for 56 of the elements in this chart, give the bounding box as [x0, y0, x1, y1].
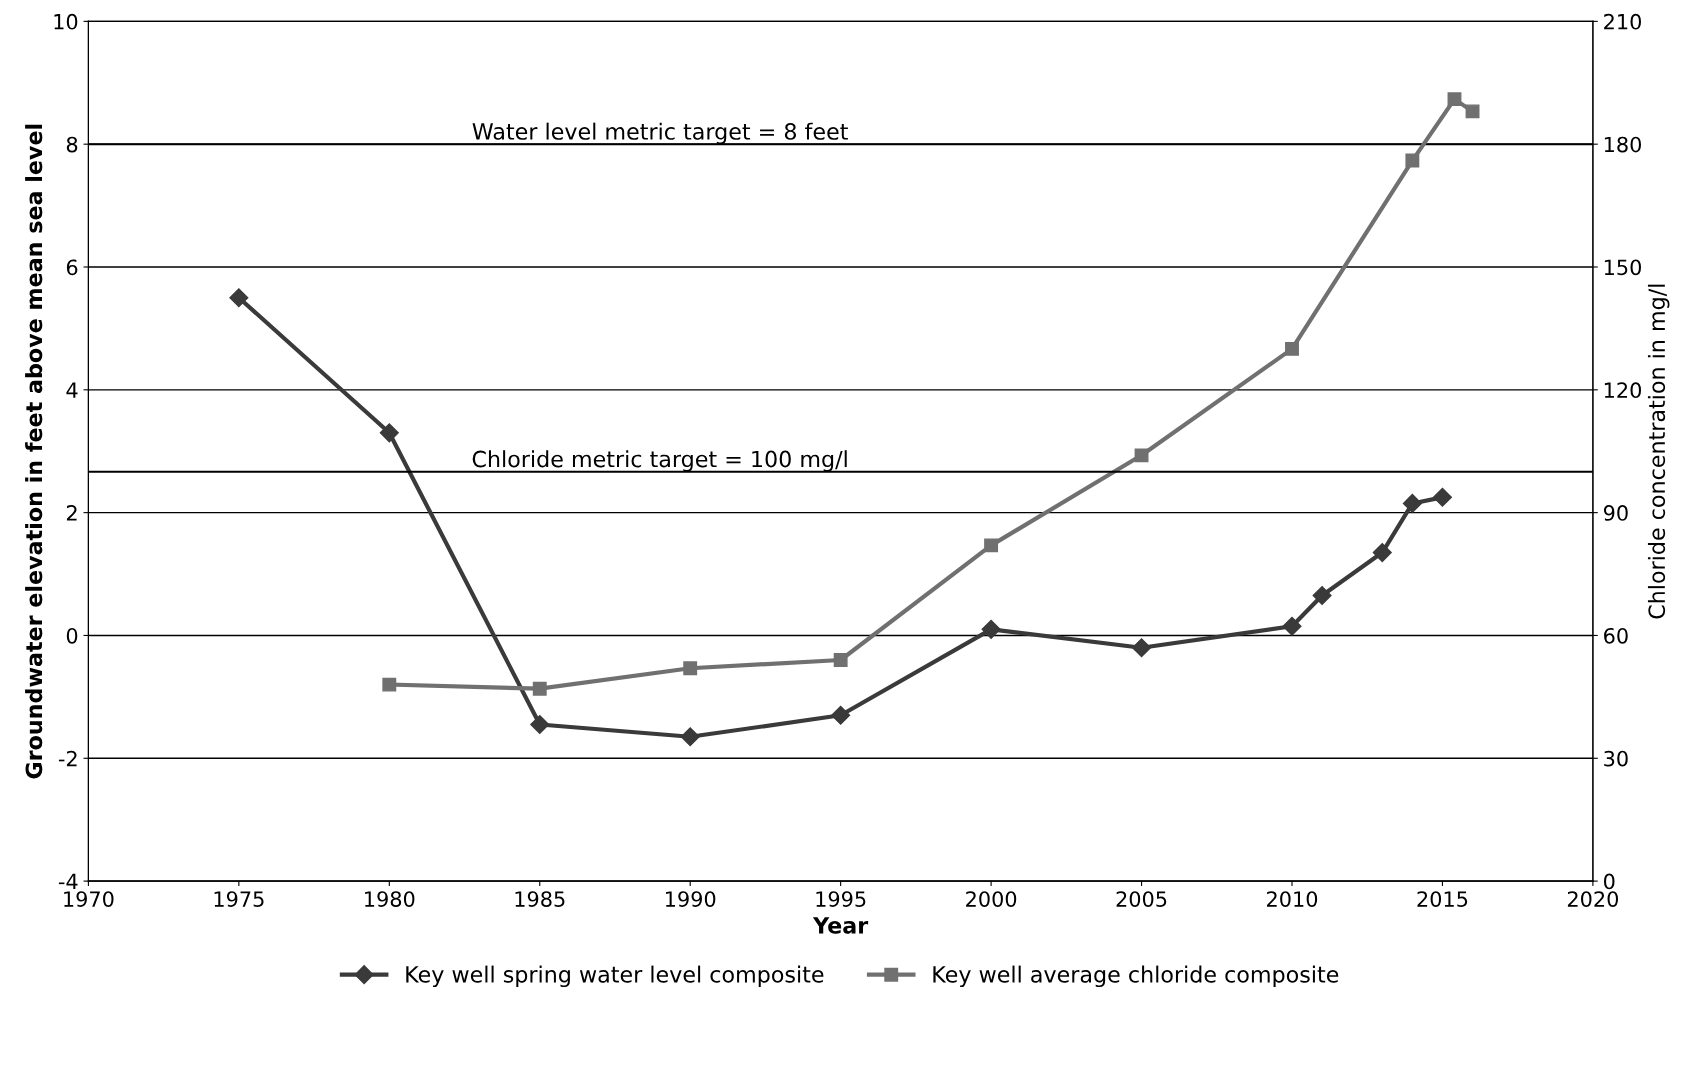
point	[1282, 616, 1302, 636]
x-tick-label: 1970	[64, 891, 114, 907]
x-tick-label: 2015	[1417, 891, 1468, 907]
point	[981, 619, 1001, 639]
point	[984, 538, 999, 553]
x-tick-label: 1975	[214, 891, 264, 907]
x-axis-title: Year	[812, 917, 869, 934]
point	[382, 677, 397, 692]
ref-line-label: Water level metric target = 8 feet	[472, 122, 848, 145]
x-tick-label: 2000	[966, 891, 1017, 907]
y-tick-label: 2	[66, 505, 77, 521]
point	[680, 727, 700, 747]
y2-tick-label: 30	[1604, 750, 1628, 767]
x-tick-label: 1985	[515, 891, 565, 907]
point	[833, 653, 848, 667]
point	[530, 714, 550, 735]
y2-tick-label: 210	[1604, 13, 1641, 30]
x-tick-label: 1980	[365, 891, 415, 907]
x-tick-label: 1995	[816, 891, 866, 907]
y-tick-label: 4	[66, 382, 78, 398]
point	[229, 288, 249, 308]
y2-tick-label: 90	[1603, 505, 1628, 521]
point	[1402, 493, 1422, 513]
ref-line-label: Chloride metric target = 100 mg/l	[472, 450, 847, 472]
point	[1372, 543, 1392, 563]
x-tick-label: 2005	[1116, 891, 1167, 907]
y2-tick-label: 150	[1604, 259, 1641, 276]
point	[1447, 92, 1462, 107]
point	[1432, 487, 1452, 507]
point	[683, 661, 698, 676]
y-tick-label: 6	[66, 259, 78, 276]
point	[379, 423, 399, 443]
y2-tick-label: 0	[1604, 873, 1615, 890]
y-tick-label: 10	[54, 13, 78, 30]
y-tick-label: -4	[58, 873, 78, 890]
point	[1134, 448, 1149, 463]
legend-label: Key well average chloride composite	[933, 965, 1339, 988]
point	[1132, 638, 1152, 658]
point	[1285, 341, 1299, 356]
x-tick-label: 2010	[1267, 891, 1318, 907]
x-tick-label: 2020	[1567, 891, 1619, 907]
point	[1312, 586, 1332, 606]
y2-axis-title: Chloride concentration in mg/l	[1647, 284, 1670, 619]
x-tick-label: 1990	[665, 891, 716, 907]
point	[532, 681, 547, 696]
y2-tick-label: 180	[1604, 136, 1641, 153]
y2-tick-label: 120	[1604, 382, 1641, 399]
y-axis-title: Groundwater elevation in feet above mean sea level	[25, 124, 43, 779]
legend-label: Key well spring water level composite	[406, 965, 824, 988]
y-tick-label: -2	[58, 750, 77, 767]
y-tick-label: 8	[66, 136, 78, 153]
y-tick-label: 0	[66, 627, 78, 644]
point	[1465, 104, 1480, 119]
point	[1405, 153, 1420, 168]
y2-tick-label: 60	[1604, 627, 1628, 644]
point	[831, 705, 851, 725]
